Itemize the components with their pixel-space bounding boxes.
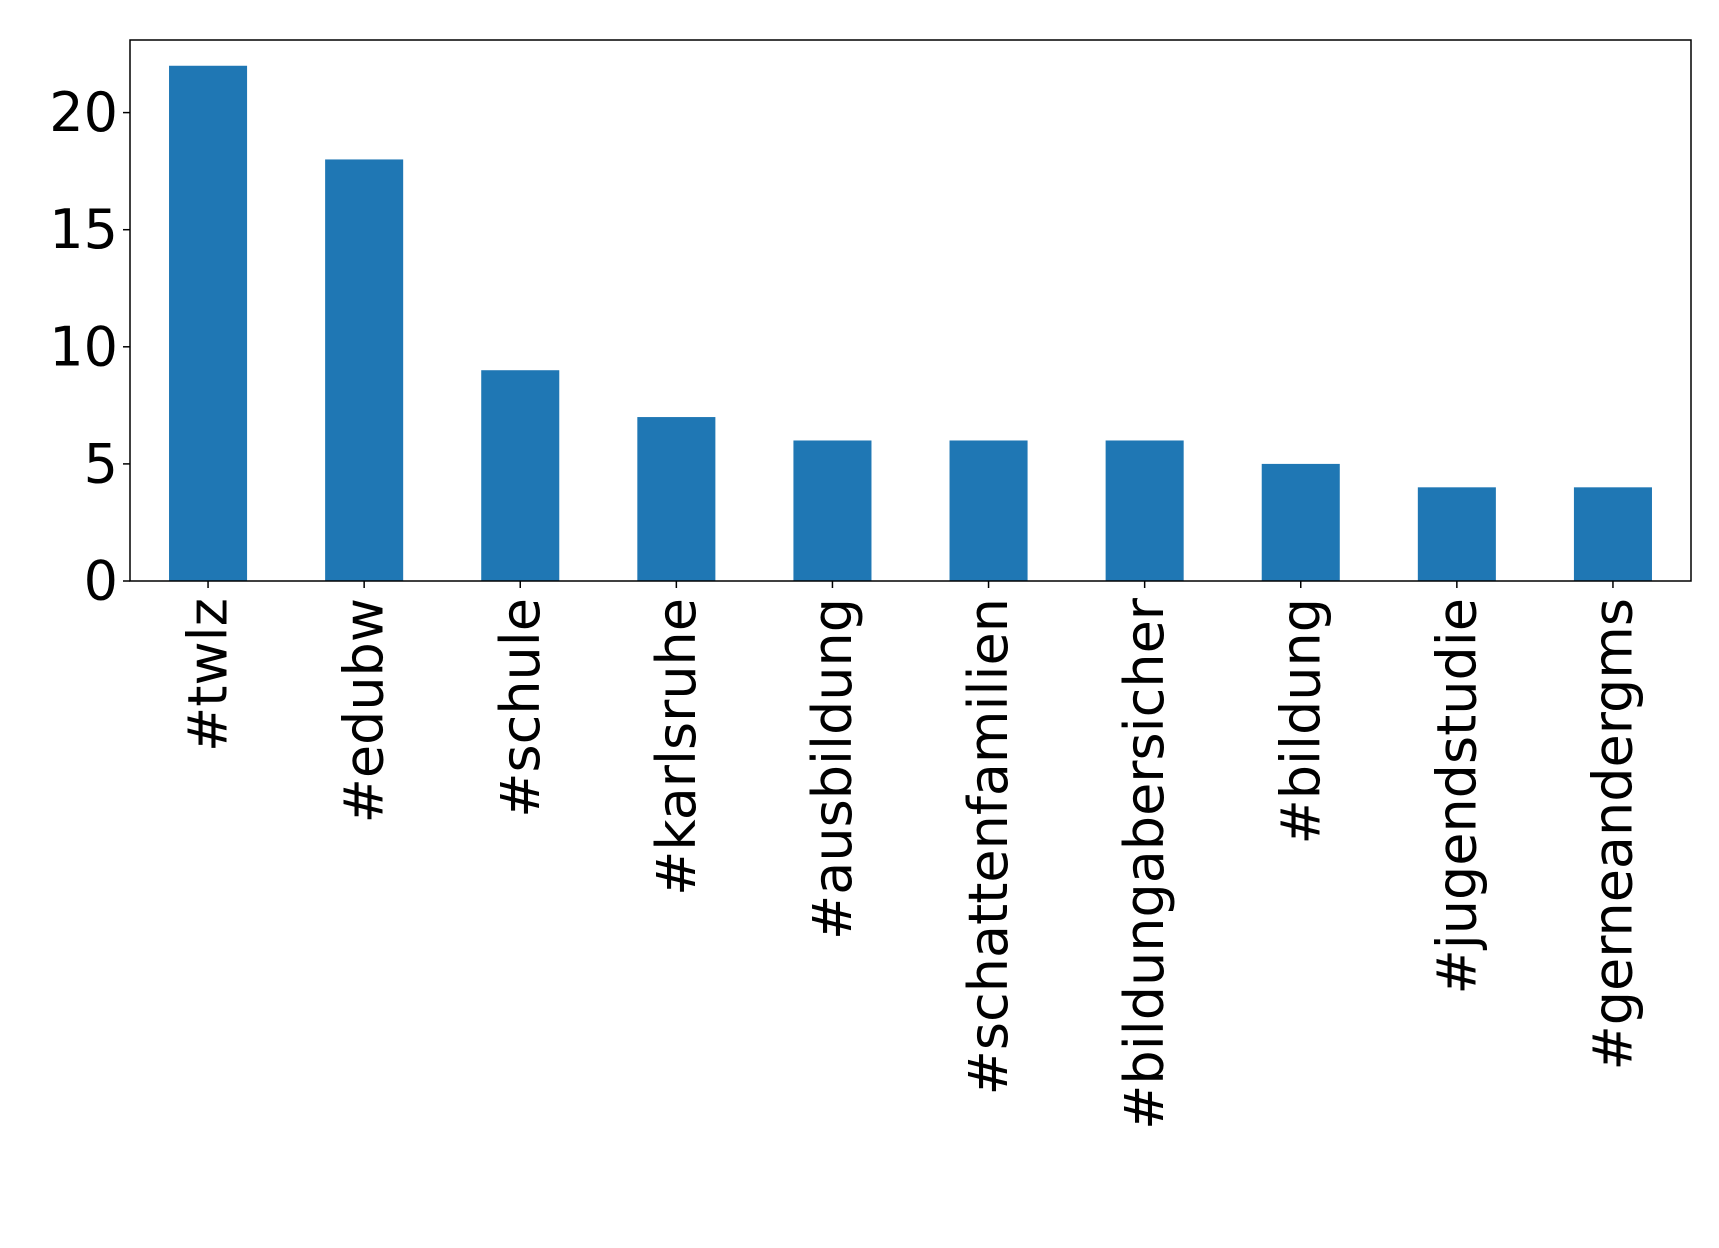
x-tick-label: #edubw [333, 598, 396, 823]
y-tick-label: 0 [84, 550, 118, 613]
y-axis-ticks: 0 5 10 15 20 [49, 81, 130, 613]
x-tick-label: #schule [489, 598, 552, 818]
bar [325, 159, 404, 581]
bar [1573, 487, 1652, 581]
x-tick-label: #karlsruhe [645, 598, 708, 896]
bars-layer [169, 65, 1652, 581]
bar [793, 440, 872, 581]
x-tick-label: #gerneandergms [1581, 598, 1644, 1071]
x-tick-label: #schattenfamilien [957, 598, 1020, 1095]
bar [1261, 463, 1340, 581]
x-tick-label: #bildungabersicher [1113, 597, 1176, 1130]
x-tick-label: #jugendstudie [1425, 598, 1488, 995]
plot-frame [129, 39, 1692, 582]
bar [949, 440, 1028, 581]
x-tick-label: #twlz [177, 598, 240, 752]
y-tick-label: 5 [84, 432, 118, 495]
bar [1105, 440, 1184, 581]
x-tick-label: #ausbildung [801, 598, 864, 940]
x-axis-ticks: #twlz #edubw #schule #karlsruhe #ausbildung #… [177, 581, 1644, 1130]
x-tick-label: #bildung [1269, 598, 1332, 845]
y-tick-label: 15 [49, 198, 118, 261]
y-tick-label: 20 [49, 81, 118, 144]
y-tick-label: 10 [49, 315, 118, 378]
bar [637, 417, 716, 581]
bar [481, 370, 560, 581]
bar [169, 65, 248, 581]
bar [1417, 487, 1496, 581]
